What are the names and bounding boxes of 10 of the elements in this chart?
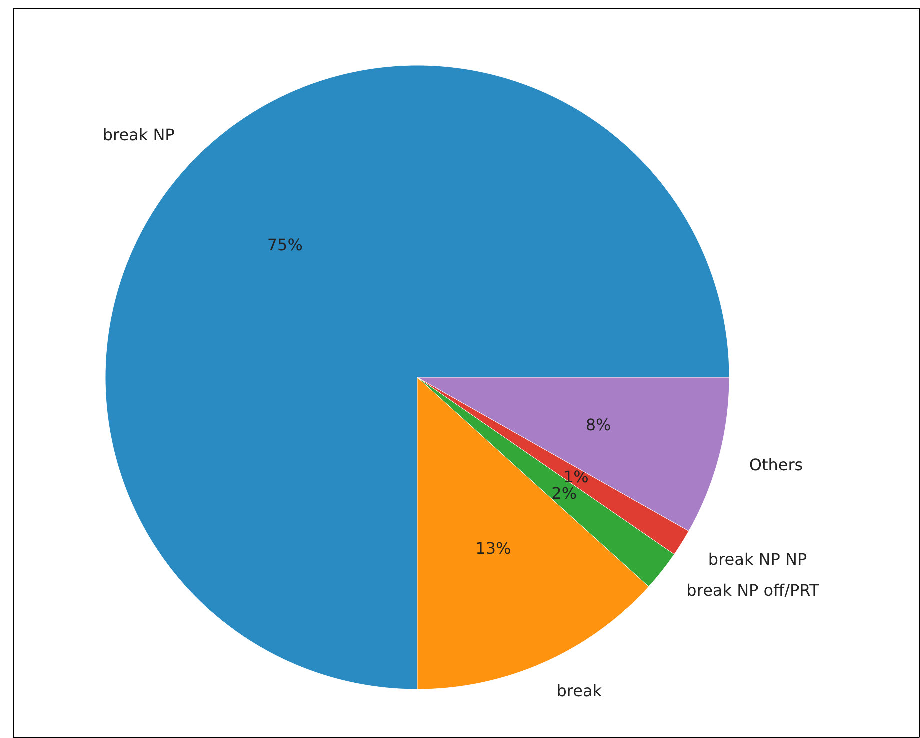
data-label: 13% — [476, 539, 512, 558]
slice-label: break — [556, 682, 603, 701]
data-label: 8% — [586, 416, 612, 435]
data-label: 2% — [552, 484, 578, 504]
slice-label: break NP off/PRT — [686, 580, 820, 600]
data-label: 75% — [267, 236, 303, 255]
slice-label: Others — [749, 455, 804, 474]
slice-label: break NP NP — [708, 550, 808, 570]
data-label: 1% — [563, 467, 589, 486]
slice-label: break NP — [102, 125, 176, 144]
